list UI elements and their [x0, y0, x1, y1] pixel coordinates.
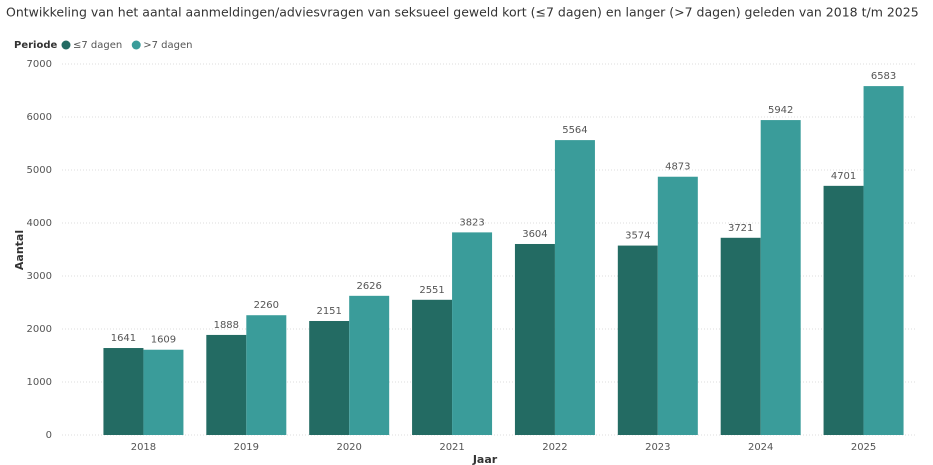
bar: [309, 320, 350, 435]
y-axis-label: Aantal: [13, 230, 26, 270]
bar: [863, 86, 904, 435]
data-label: 3721: [728, 223, 753, 234]
bar: [349, 295, 390, 435]
bar: [103, 348, 144, 435]
bar: [554, 140, 595, 435]
data-label: 2151: [316, 306, 341, 317]
data-label: 4701: [831, 171, 856, 182]
bar: [412, 299, 453, 435]
bar: [206, 334, 247, 435]
y-tick-label: 3000: [27, 271, 52, 282]
data-label: 5564: [562, 125, 587, 136]
bar: [452, 232, 493, 435]
y-tick-label: 1000: [27, 377, 52, 388]
x-tick-label: 2018: [131, 442, 156, 453]
y-tick-label: 7000: [27, 59, 52, 70]
chart-title: Ontwikkeling van het aantal aanmeldingen…: [6, 5, 919, 20]
bar: [514, 243, 555, 435]
x-tick-label: 2022: [542, 442, 567, 453]
data-label: 6583: [871, 71, 896, 82]
bar: [657, 176, 698, 435]
bar: [720, 237, 761, 435]
y-tick-label: 0: [46, 430, 52, 441]
y-tick-label: 6000: [27, 112, 52, 123]
data-label: 3574: [625, 231, 650, 242]
legend-swatch: [131, 40, 141, 50]
data-label: 2260: [254, 300, 279, 311]
data-label: 4873: [665, 162, 690, 173]
data-label: 2626: [356, 281, 381, 292]
data-label: 2551: [419, 285, 444, 296]
data-label: 1641: [111, 333, 136, 344]
x-tick-label: 2019: [234, 442, 259, 453]
data-label: 3823: [459, 217, 484, 228]
data-label: 5942: [768, 105, 793, 116]
x-tick-label: 2020: [336, 442, 361, 453]
x-tick-label: 2023: [645, 442, 670, 453]
x-tick-label: 2024: [748, 442, 773, 453]
legend-label: >7 dagen: [143, 40, 192, 51]
legend-label: ≤7 dagen: [73, 40, 122, 51]
bar: [823, 185, 864, 435]
bar: [760, 120, 801, 435]
data-label: 1888: [214, 320, 239, 331]
y-tick-label: 2000: [27, 324, 52, 335]
y-tick-label: 5000: [27, 165, 52, 176]
x-tick-label: 2021: [439, 442, 464, 453]
legend-title: Periode: [14, 40, 57, 51]
bar: [143, 349, 184, 435]
x-tick-label: 2025: [851, 442, 876, 453]
legend-swatch: [61, 40, 71, 50]
bar: [246, 315, 287, 435]
data-label: 1609: [151, 335, 176, 346]
bar: [617, 245, 658, 435]
data-label: 3604: [522, 229, 547, 240]
x-axis-label: Jaar: [472, 453, 498, 465]
y-tick-label: 4000: [27, 218, 52, 229]
